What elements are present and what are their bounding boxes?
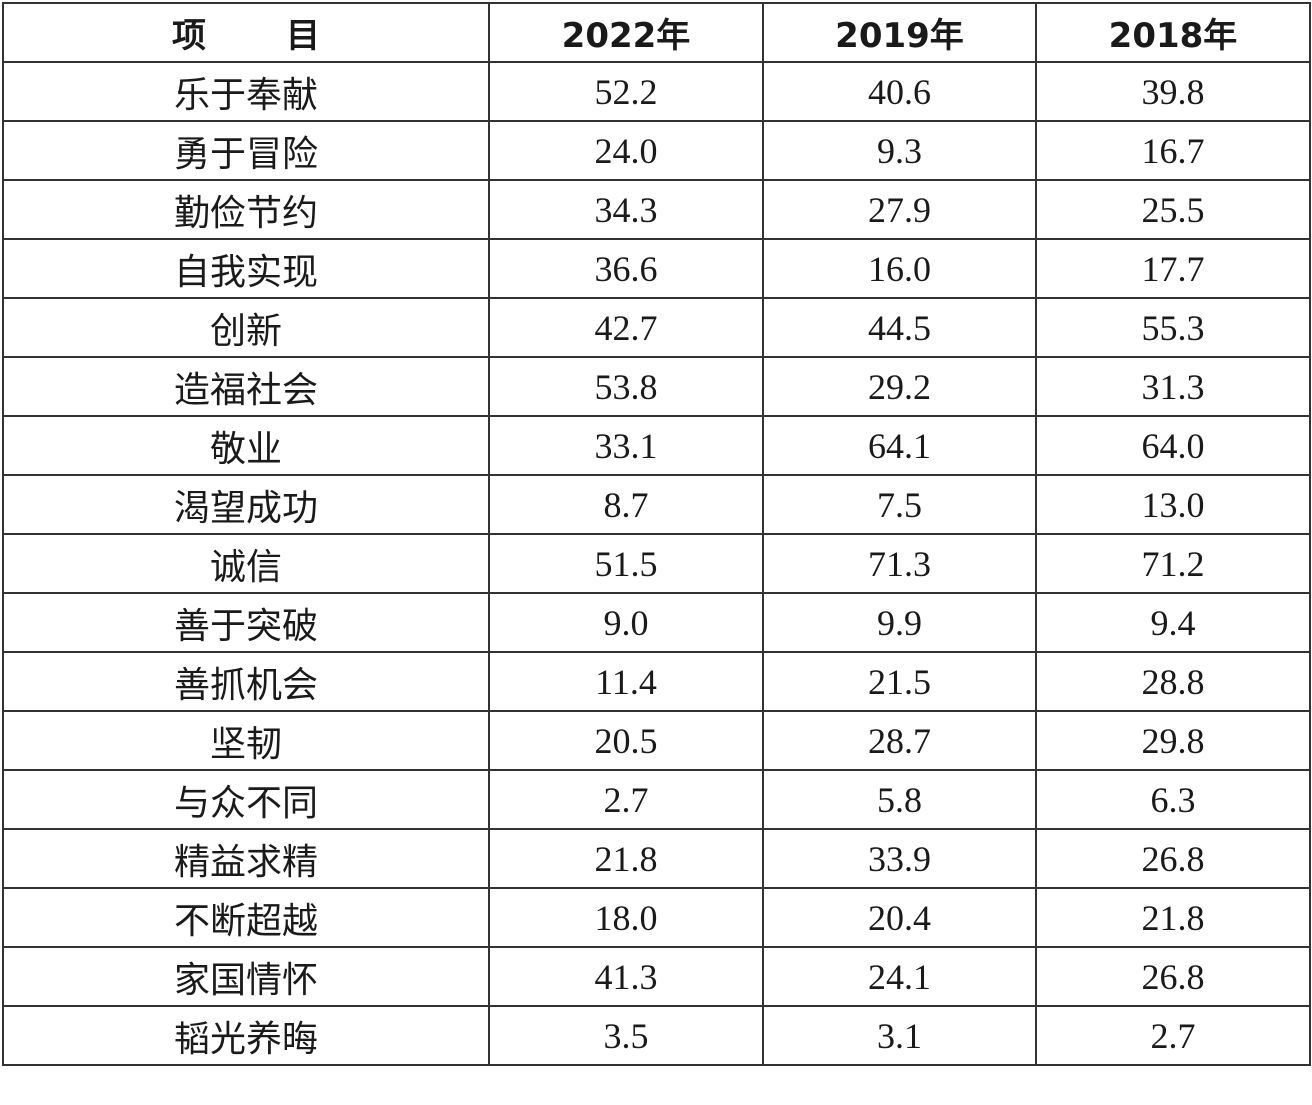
table-row: 勤俭节约 34.3 27.9 25.5 [2,179,1311,240]
header-cell: 项目 [2,2,490,63]
value-cell: 71.3 [762,533,1037,594]
value-cell: 9.4 [1035,592,1311,653]
row-label: 家国情怀 [2,946,490,1007]
value-cell: 64.0 [1035,415,1311,476]
table-row: 坚韧 20.5 28.7 29.8 [2,710,1311,771]
row-label: 创新 [2,297,490,358]
value-cell: 24.0 [488,120,764,181]
value-cell: 26.8 [1035,828,1311,889]
row-label: 自我实现 [2,238,490,299]
value-cell: 44.5 [762,297,1037,358]
value-cell: 24.1 [762,946,1037,1007]
table-row: 韬光养晦 3.5 3.1 2.7 [2,1005,1311,1066]
table-row: 家国情怀 41.3 24.1 26.8 [2,946,1311,1007]
value-cell: 9.3 [762,120,1037,181]
value-cell: 9.0 [488,592,764,653]
value-cell: 16.0 [762,238,1037,299]
value-cell: 5.8 [762,769,1037,830]
table-row: 精益求精 21.8 33.9 26.8 [2,828,1311,889]
value-cell: 21.8 [488,828,764,889]
value-cell: 9.9 [762,592,1037,653]
table-row: 与众不同 2.7 5.8 6.3 [2,769,1311,830]
table-row: 造福社会 53.8 29.2 31.3 [2,356,1311,417]
row-label: 善于突破 [2,592,490,653]
value-cell: 20.4 [762,887,1037,948]
row-label: 渴望成功 [2,474,490,535]
value-cell: 25.5 [1035,179,1311,240]
row-label: 善抓机会 [2,651,490,712]
value-cell: 51.5 [488,533,764,594]
value-cell: 27.9 [762,179,1037,240]
value-cell: 71.2 [1035,533,1311,594]
header-row: 项目 2022年 2019年 2018年 [2,2,1311,63]
header-cell: 2019年 [762,2,1037,63]
value-cell: 13.0 [1035,474,1311,535]
row-label: 乐于奉献 [2,61,490,122]
value-cell: 42.7 [488,297,764,358]
data-table: 项目 2022年 2019年 2018年 乐于奉献 52.2 40.6 39.8 勇于冒险 24… [2,2,1311,1066]
row-label: 与众不同 [2,769,490,830]
header-cell: 2018年 [1035,2,1311,63]
value-cell: 33.1 [488,415,764,476]
value-cell: 11.4 [488,651,764,712]
value-cell: 20.5 [488,710,764,771]
table-row: 勇于冒险 24.0 9.3 16.7 [2,120,1311,181]
value-cell: 39.8 [1035,61,1311,122]
row-label: 坚韧 [2,710,490,771]
value-cell: 21.5 [762,651,1037,712]
value-cell: 3.1 [762,1005,1037,1066]
table-row: 创新 42.7 44.5 55.3 [2,297,1311,358]
value-cell: 31.3 [1035,356,1311,417]
value-cell: 8.7 [488,474,764,535]
table-row: 敬业 33.1 64.1 64.0 [2,415,1311,476]
value-cell: 28.8 [1035,651,1311,712]
row-label: 诚信 [2,533,490,594]
value-cell: 64.1 [762,415,1037,476]
table-row: 诚信 51.5 71.3 71.2 [2,533,1311,594]
value-cell: 21.8 [1035,887,1311,948]
value-cell: 52.2 [488,61,764,122]
value-cell: 28.7 [762,710,1037,771]
row-label: 韬光养晦 [2,1005,490,1066]
value-cell: 18.0 [488,887,764,948]
row-label: 敬业 [2,415,490,476]
value-cell: 26.8 [1035,946,1311,1007]
value-cell: 41.3 [488,946,764,1007]
value-cell: 33.9 [762,828,1037,889]
value-cell: 34.3 [488,179,764,240]
table-row: 乐于奉献 52.2 40.6 39.8 [2,61,1311,122]
value-cell: 2.7 [1035,1005,1311,1066]
table-row: 善于突破 9.0 9.9 9.4 [2,592,1311,653]
value-cell: 29.2 [762,356,1037,417]
row-label: 不断超越 [2,887,490,948]
table-row: 不断超越 18.0 20.4 21.8 [2,887,1311,948]
table-row: 善抓机会 11.4 21.5 28.8 [2,651,1311,712]
header-cell: 2022年 [488,2,764,63]
row-label: 精益求精 [2,828,490,889]
table-row: 渴望成功 8.7 7.5 13.0 [2,474,1311,535]
value-cell: 7.5 [762,474,1037,535]
table-row: 自我实现 36.6 16.0 17.7 [2,238,1311,299]
value-cell: 53.8 [488,356,764,417]
value-cell: 29.8 [1035,710,1311,771]
value-cell: 36.6 [488,238,764,299]
value-cell: 16.7 [1035,120,1311,181]
value-cell: 55.3 [1035,297,1311,358]
value-cell: 6.3 [1035,769,1311,830]
row-label: 造福社会 [2,356,490,417]
value-cell: 17.7 [1035,238,1311,299]
row-label: 勇于冒险 [2,120,490,181]
value-cell: 2.7 [488,769,764,830]
value-cell: 40.6 [762,61,1037,122]
row-label: 勤俭节约 [2,179,490,240]
value-cell: 3.5 [488,1005,764,1066]
